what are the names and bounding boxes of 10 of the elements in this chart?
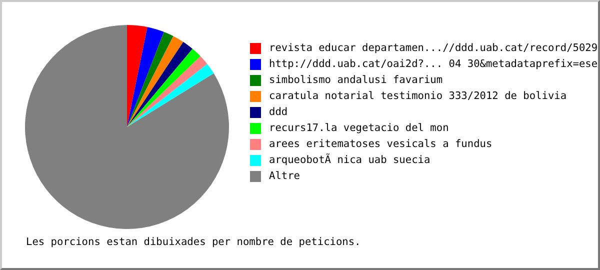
legend-label: arqueobotÃ nica uab suecia: [269, 152, 430, 168]
text: Les porcions estan dibuixades per nombre de peticions.: [26, 236, 361, 248]
legend-label: revista educar departamen...//ddd.uab.cat/record/5029: [269, 41, 598, 56]
legend-label: Altre: [269, 169, 300, 184]
legend-label: arees eritematoses vesicals a fundus: [269, 137, 492, 152]
legend-label: simbolismo andalusi favarium: [269, 73, 443, 88]
legend-label: ddd: [269, 105, 288, 120]
legend-label: caratula notarial testimonio 333/2012 de bolivia: [269, 89, 567, 104]
legend-label: recurs17.la vegetacio del mon: [269, 121, 449, 136]
legend-label: http://ddd.uab.cat/oai2d?... 04 30&metadataprefix=ese: [269, 57, 598, 72]
